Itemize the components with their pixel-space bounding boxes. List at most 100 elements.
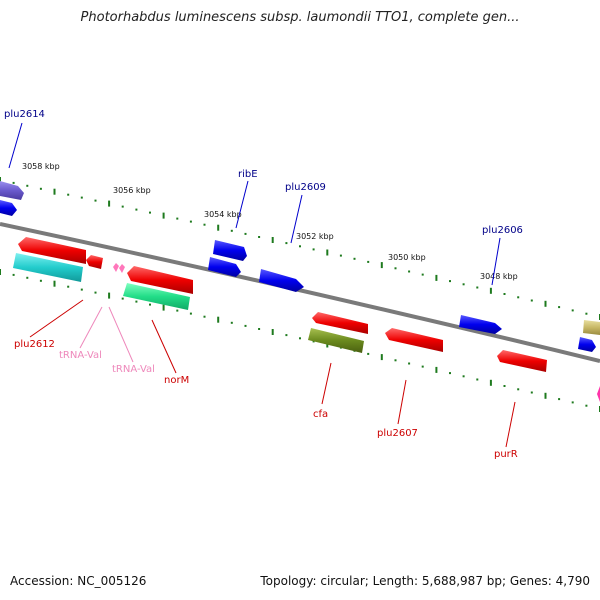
tick-mark [380,354,383,361]
tick-mark [271,329,274,335]
tick-mark [80,196,83,199]
gene-arrow-plu2606[interactable] [459,315,502,334]
tick-mark [189,312,192,315]
gene-arrow-magenta-edge[interactable] [597,386,600,402]
tick-mark [517,388,520,391]
tick-mark [339,254,342,257]
gene-arrow-ribE[interactable] [213,240,247,261]
tick-mark [312,340,315,343]
tick-mark [462,375,465,378]
trna-val-glyph[interactable] [113,263,125,273]
tick-mark [0,269,1,275]
tick-row-outer [0,177,600,320]
tick-mark [326,249,329,256]
callout-trna-val-1 [79,306,103,349]
gene-label-plu2606[interactable]: plu2606 [482,225,523,236]
tick-mark [162,212,165,219]
tick-mark [244,232,247,235]
tick-mark [408,362,411,365]
tick-mark [121,297,124,300]
tick-mark [503,293,506,295]
tick-mark [449,372,451,375]
accession-label: Accession: NC_005126 [10,574,147,588]
tick-mark [94,291,97,294]
gene-arrow-cfa-olive[interactable] [308,328,364,353]
tick-mark [121,205,124,208]
gene-arrow-plu2612-cyan[interactable] [13,253,83,282]
scale-label-3050: 3050 kbp [388,253,426,262]
tick-mark [26,184,29,187]
gene-arrow-plu2609[interactable] [259,269,304,292]
gene-arrow-plu2612[interactable] [18,237,86,264]
callout-ribE [235,180,249,229]
tick-mark [394,267,397,270]
gene-arrow-ribE-2[interactable] [208,257,241,277]
gene-arrow-blue-edge[interactable] [578,337,596,352]
topology-summary: Topology: circular; Length: 5,688,987 bp… [260,574,590,588]
tick-mark [517,296,520,299]
tick-mark [53,188,56,195]
tick-mark [285,334,288,337]
gene-label-cfa[interactable]: cfa [313,409,328,420]
gene-arrow-norM-green[interactable] [123,283,190,310]
gene-arrow-purple[interactable] [0,181,24,200]
tick-mark [476,286,479,289]
gene-label-norM[interactable]: norM [164,375,189,386]
gene-label-purR[interactable]: purR [494,449,518,460]
gene-arrow-plu2614[interactable] [0,200,17,216]
tick-mark [94,199,97,202]
gene-label-trna-val-1[interactable]: tRNA-Val [59,350,102,361]
gene-arrow-cfa[interactable] [312,312,368,334]
tick-mark [67,193,70,196]
tick-mark [476,378,479,381]
tick-mark [408,270,411,273]
gene-arrow-norM[interactable] [127,266,193,294]
tick-mark [271,237,274,243]
gene-label-plu2612[interactable]: plu2612 [14,339,55,350]
tick-mark [299,337,301,340]
gene-arrow-plu2607[interactable] [385,328,443,352]
gene-label-plu2614[interactable]: plu2614 [4,109,45,120]
genome-backbone [0,222,600,363]
tick-mark [585,312,588,315]
tick-mark [544,300,547,307]
tick-mark [435,366,438,373]
tick-mark [149,303,151,306]
tick-mark [285,242,288,245]
tick-mark [258,328,261,330]
tick-mark [394,359,397,362]
gene-label-trna-val-2[interactable]: tRNA-Val [112,364,155,375]
callout-norM [151,319,177,374]
callout-purR [505,401,516,448]
gene-label-plu2609[interactable]: plu2609 [285,182,326,193]
gene-label-plu2607[interactable]: plu2607 [377,428,418,439]
gene-label-ribE[interactable]: ribE [238,169,258,180]
tick-mark [162,304,165,311]
callout-plu2614 [8,122,23,169]
gene-arrow-small-red[interactable] [86,255,103,269]
callout-trna-val-2 [108,306,134,363]
tick-mark [503,385,506,387]
callout-plu2612 [29,299,84,338]
tick-mark [108,292,111,299]
tick-mark [12,273,15,276]
tick-mark [203,223,206,226]
map-title: Photorhabdus luminescens subsp. laumondi… [80,10,520,25]
tick-mark [176,309,179,312]
tick-mark [449,280,451,283]
tick-mark [203,315,206,318]
scale-label-3054: 3054 kbp [204,210,242,219]
tick-mark [217,316,220,323]
tick-mark [230,321,233,324]
tick-mark [176,217,179,220]
tick-mark [135,208,138,211]
tick-mark [558,306,561,309]
gene-arrow-tan[interactable] [583,320,600,335]
tick-mark [585,404,588,407]
scale-label-3058: 3058 kbp [22,162,60,171]
callout-cfa [321,362,332,405]
tick-mark [0,177,1,183]
tick-mark [26,276,29,279]
gene-arrow-purR[interactable] [497,350,547,372]
